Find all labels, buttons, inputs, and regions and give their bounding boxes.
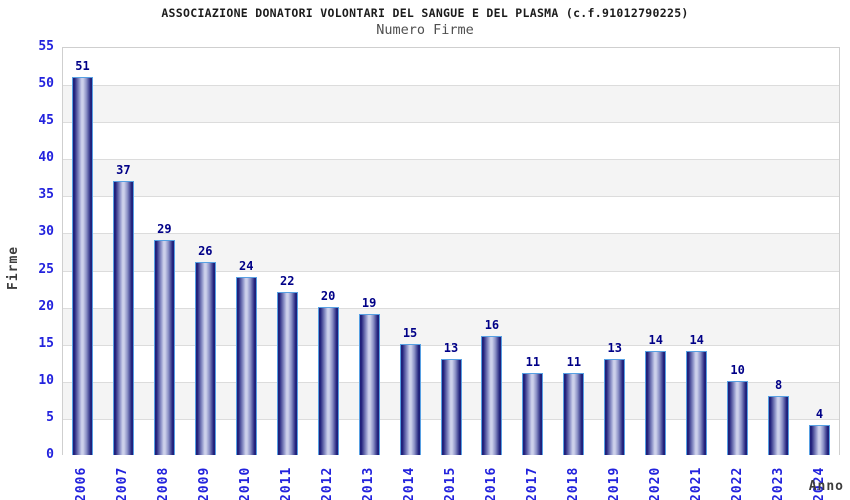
x-tick-label: 2017 [524,466,540,500]
gridline [63,270,839,272]
bar-2009 [194,262,216,455]
x-tick-label: 2013 [361,466,377,500]
x-tick-label: 2011 [279,466,295,500]
x-tick-label: 2023 [770,466,786,500]
background-band [63,196,839,234]
y-tick-label: 5 [46,409,54,425]
y-tick-label: 30 [38,224,54,240]
bar-2012 [317,306,339,455]
background-band [63,85,839,123]
bar-value-label: 11 [566,355,582,370]
gridline [63,159,839,161]
plot-area [62,47,840,456]
bar-value-label: 19 [361,296,377,311]
x-tick-label: 2009 [197,466,213,500]
bar-2014 [399,343,421,455]
background-band [63,233,839,271]
bar-value-label: 20 [320,288,336,303]
x-tick-label: 2012 [320,466,336,500]
bar-value-label: 4 [815,407,824,422]
bar-value-label: 24 [239,258,254,273]
y-tick-label: 50 [38,76,54,92]
y-tick-label: 20 [38,298,54,314]
bar-value-label: 14 [648,333,663,348]
bar-value-label: 11 [525,355,541,370]
x-tick-label: 2021 [688,466,704,500]
bar-2010 [235,276,257,455]
bar-2011 [276,291,298,455]
gridline [63,85,839,87]
bar-2023 [768,395,790,455]
x-tick-label: 2007 [115,466,131,500]
x-tick-label: 2018 [565,466,581,500]
y-tick-label: 45 [38,113,54,129]
background-band [63,307,839,345]
bar-2016 [481,336,503,455]
bar-2022 [727,380,749,455]
bar-2008 [153,239,175,455]
gridline [63,122,839,124]
background-band [63,122,839,160]
y-tick-label: 0 [46,447,54,462]
y-tick-label: 25 [38,261,54,277]
background-band [63,48,839,86]
gridline [63,344,839,346]
x-tick-label: 2019 [606,466,622,500]
y-tick-label: 15 [38,335,54,351]
bar-2021 [686,351,708,455]
y-tick-label: 55 [38,39,54,54]
y-tick-label: 10 [38,372,54,388]
bar-value-label: 14 [689,333,704,348]
bar-value-label: 8 [774,377,783,392]
x-tick-label: 2016 [483,466,499,500]
bar-value-label: 37 [116,162,131,177]
bar-value-label: 51 [75,58,90,73]
gridline [63,233,839,235]
bar-value-label: 22 [279,273,295,288]
bar-value-label: 16 [484,318,500,333]
x-tick-label: 2022 [729,466,745,500]
x-tick-label: 2008 [156,466,172,500]
bar-2006 [71,76,93,455]
gridline [63,196,839,198]
bar-value-label: 10 [730,362,745,377]
x-tick-label: 2006 [74,466,90,500]
chart-subtitle: Numero Firme [376,22,474,38]
x-tick-label: 2010 [238,466,254,500]
bar-value-label: 13 [607,340,622,355]
bar-value-label: 26 [198,244,213,259]
background-band [63,270,839,308]
bar-value-label: 15 [402,325,418,340]
bar-value-label: 29 [157,221,172,236]
x-tick-label: 2020 [647,466,663,500]
bar-2020 [645,351,667,455]
gridline [63,307,839,309]
bar-2024 [809,425,831,455]
bar-2019 [604,358,626,455]
bar-2018 [563,373,585,455]
x-tick-label: 2015 [443,466,458,500]
bar-2007 [112,180,134,455]
x-axis-title: Anno [808,479,844,494]
bar-2013 [358,314,380,455]
bar-value-label: 13 [443,340,459,355]
x-tick-label: 2014 [402,466,418,500]
bar-2015 [440,358,462,455]
chart-title: ASSOCIAZIONE DONATORI VOLONTARI DEL SANG… [161,6,689,20]
bar-2017 [522,373,544,455]
background-band [63,159,839,197]
y-tick-label: 40 [38,150,54,166]
y-tick-label: 35 [38,187,54,203]
